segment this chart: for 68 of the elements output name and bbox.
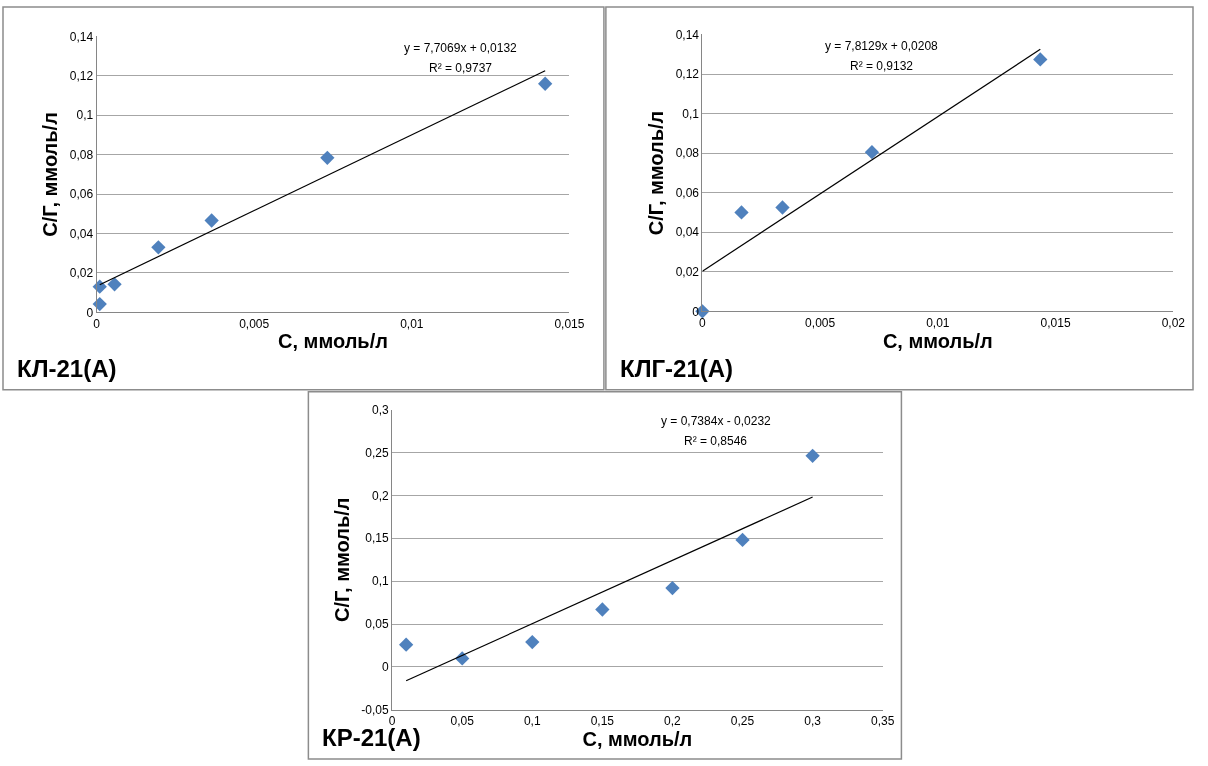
y-axis-title: С/Г, ммоль/л — [330, 497, 353, 622]
annotation: y = 7,7069x + 0,0132 — [404, 41, 518, 55]
annotation: R² = 0,8546 — [684, 434, 748, 448]
text: КЛ-21(А) — [17, 355, 117, 382]
text: КР-21(А) — [322, 724, 421, 751]
y-tick-label: 0 — [692, 304, 700, 319]
y-tick-label: 0 — [382, 660, 390, 675]
x-tick-label: 0,01 — [400, 316, 424, 331]
point — [151, 240, 166, 255]
y-tick-label: 0,14 — [675, 27, 700, 42]
y-axis-title: С/Г, ммоль/л — [39, 112, 62, 237]
point — [538, 76, 553, 91]
x-axis-title: С, ммоль/л — [882, 329, 993, 352]
point — [735, 532, 750, 548]
y-tick-label: 0,05 — [365, 617, 390, 632]
x-tick-label: 0,02 — [1161, 315, 1186, 330]
y-tick-label: 0,04 — [675, 225, 700, 240]
x-tick-label: 0,35 — [871, 714, 895, 729]
point — [734, 205, 749, 220]
point — [398, 637, 414, 652]
y-tick-label: 0,06 — [675, 185, 700, 200]
y-tick-label: 0,08 — [675, 146, 700, 161]
y-tick-label: 0,1 — [76, 108, 94, 123]
y-tick-label: 0,1 — [372, 574, 390, 589]
x-tick-label: 0,3 — [804, 714, 822, 729]
point — [665, 580, 680, 596]
y-tick-label: 0,04 — [69, 226, 94, 241]
y-tick-label: 0,14 — [69, 29, 94, 44]
y-tick-label: 0,08 — [69, 147, 94, 162]
x-axis-title: С, ммоль/л — [278, 330, 388, 353]
x-tick-label: 0,01 — [926, 315, 950, 330]
y-tick-label: 0,06 — [69, 187, 94, 202]
x-tick-label: 0,005 — [239, 316, 270, 331]
y-tick-label: 0,12 — [675, 67, 700, 82]
y-tick-label: 0,25 — [365, 445, 390, 460]
point — [1033, 52, 1048, 67]
annotation: y = 0,7384x - 0,0232 — [661, 414, 772, 428]
annotation: R² = 0,9737 — [429, 61, 493, 75]
y-axis-title: С/Г, ммоль/л — [645, 110, 668, 236]
point — [107, 277, 122, 292]
y-tick-label: 0,15 — [365, 531, 390, 546]
x-tick-label: 0,25 — [730, 714, 755, 729]
x-tick-label: 0,005 — [805, 315, 836, 330]
y-tick-label: 0,02 — [69, 266, 94, 281]
point — [864, 145, 880, 160]
x-tick-label: 0,2 — [664, 714, 682, 729]
point — [320, 150, 335, 165]
y-tick-label: 0,2 — [372, 488, 390, 503]
x-tick-label: 0,015 — [1040, 315, 1071, 330]
y-tick-label: -0,05 — [361, 703, 390, 718]
y-tick-label: 0 — [86, 305, 94, 320]
annotation: R² = 0,9132 — [850, 59, 914, 73]
y-tick-label: 0,02 — [675, 264, 700, 279]
y-tick-label: 0,12 — [69, 69, 94, 84]
y-tick-label: 0,1 — [682, 106, 700, 121]
point — [805, 448, 820, 464]
point — [775, 200, 790, 215]
y-tick-label: 0,3 — [372, 402, 390, 417]
x-tick-label: 0,15 — [590, 714, 615, 729]
x-tick-label: 0,1 — [523, 714, 541, 729]
x-tick-label: 0,015 — [554, 316, 585, 331]
point — [595, 602, 610, 617]
text: КЛГ-21(А) — [620, 355, 734, 382]
point — [204, 213, 219, 228]
annotation: y = 7,8129x + 0,0208 — [825, 39, 939, 53]
point — [525, 634, 540, 650]
x-axis-title: С, ммоль/л — [582, 728, 693, 751]
x-tick-label: 0,05 — [450, 714, 475, 729]
